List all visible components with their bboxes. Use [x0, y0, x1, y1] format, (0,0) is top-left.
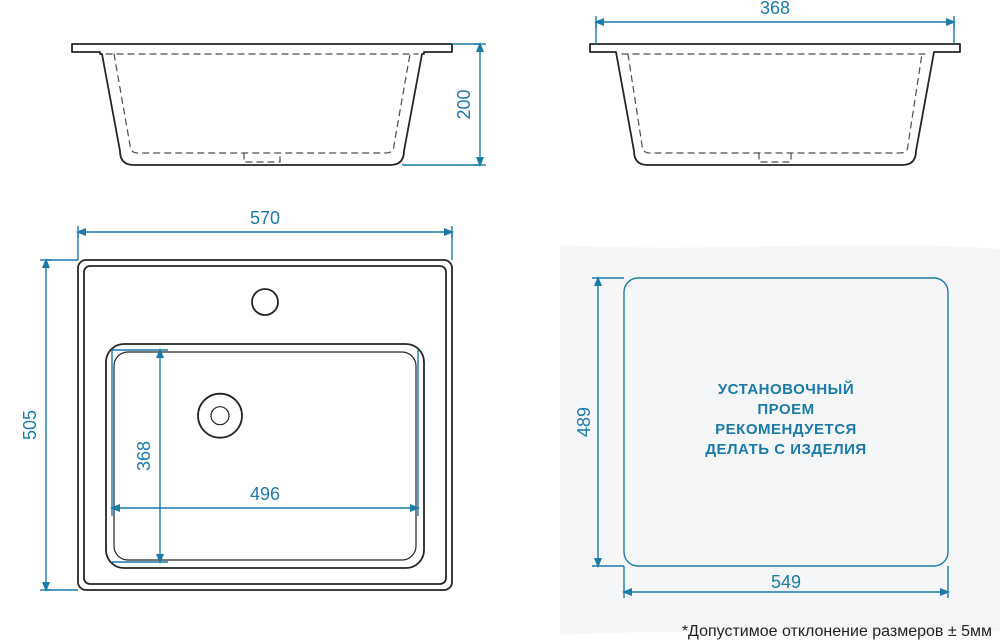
note-line-1: УСТАНОВОЧНЫЙ: [718, 380, 854, 398]
svg-text:570: 570: [250, 208, 280, 228]
svg-text:368: 368: [134, 441, 154, 471]
note-line-4: ДЕЛАТЬ С ИЗДЕЛИЯ: [705, 441, 866, 458]
note-line-3: РЕКОМЕНДУЕТСЯ: [715, 421, 857, 438]
svg-text:200: 200: [454, 89, 474, 119]
tolerance-note: *Допустимое отклонение размеров ± 5мм: [682, 623, 992, 640]
svg-text:368: 368: [760, 0, 790, 18]
svg-text:489: 489: [574, 407, 594, 437]
technical-drawing: 200 368 570 505 496 368 549 489 УСТАНОВОЧНЫЙ ПРОЕ…: [0, 0, 1000, 641]
svg-text:505: 505: [20, 410, 40, 440]
note-line-2: ПРОЕМ: [757, 401, 814, 418]
side-profile: [590, 44, 960, 165]
front-profile: [72, 44, 452, 165]
svg-text:549: 549: [771, 572, 801, 592]
top-view: [78, 260, 452, 590]
svg-text:496: 496: [250, 484, 280, 504]
